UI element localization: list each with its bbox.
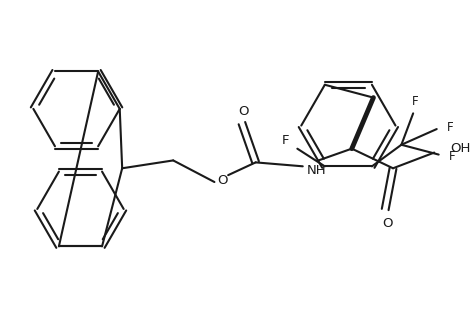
Text: F: F xyxy=(449,150,456,163)
Text: F: F xyxy=(412,95,418,108)
Text: O: O xyxy=(382,217,392,230)
Text: OH: OH xyxy=(450,142,470,155)
Text: F: F xyxy=(447,121,454,134)
Text: O: O xyxy=(239,105,249,118)
Text: O: O xyxy=(217,174,228,187)
Text: NH: NH xyxy=(307,164,326,177)
Text: F: F xyxy=(282,134,289,147)
